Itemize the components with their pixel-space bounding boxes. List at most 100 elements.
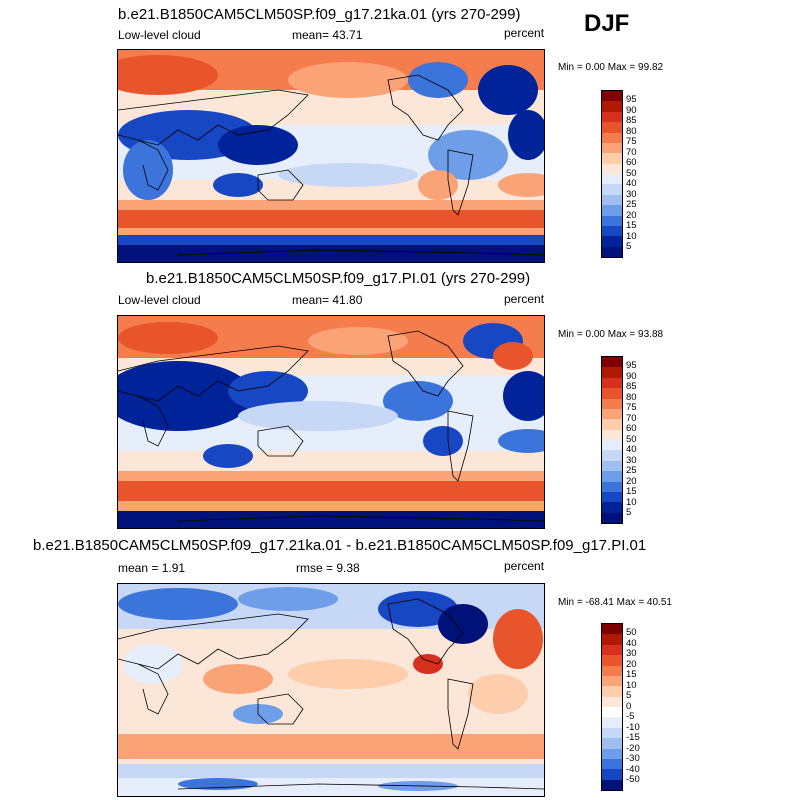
- panel3-tick: 15: [626, 669, 637, 680]
- colorbar-swatch: [602, 377, 622, 389]
- panel1-tick: 85: [626, 115, 637, 126]
- panel3-map-field: [118, 584, 544, 796]
- panel3-left-label: mean = 1.91: [118, 561, 186, 575]
- panel1-tick: 60: [626, 157, 637, 168]
- colorbar-swatch: [602, 644, 622, 656]
- panel1-tick: 80: [626, 125, 637, 137]
- colorbar-swatch: [602, 665, 622, 676]
- panel2-tick: 70: [626, 412, 637, 424]
- panel3-tick: 40: [626, 637, 637, 649]
- colorbar-swatch: [602, 686, 622, 697]
- colorbar-swatch: [602, 502, 622, 513]
- colorbar-swatch: [602, 624, 622, 635]
- colorbar-swatch: [602, 748, 622, 759]
- panel2-left-label: Low-level cloud: [118, 293, 201, 307]
- panel3-tick: -20: [626, 742, 640, 754]
- colorbar-swatch: [602, 122, 622, 133]
- colorbar-swatch: [602, 153, 622, 164]
- panel1-tick: 50: [626, 167, 637, 179]
- panel1-map-field: [118, 50, 544, 262]
- colorbar-swatch: [602, 512, 622, 523]
- colorbar-swatch: [602, 707, 622, 718]
- season-label: DJF: [584, 10, 630, 37]
- panel2-tick: 10: [626, 496, 637, 508]
- panel2-minmax: Min = 0.00 Max = 93.88: [558, 329, 664, 340]
- panel1-tick: 20: [626, 209, 637, 221]
- panel1-title: b.e21.B1850CAM5CLM50SP.f09_g17.21ka.01 (…: [118, 6, 521, 23]
- panel3-tick: -40: [626, 763, 640, 775]
- colorbar-swatch: [602, 655, 622, 666]
- colorbar-swatch: [602, 184, 622, 195]
- colorbar-swatch: [602, 142, 622, 154]
- panel3-tick: 50: [626, 627, 637, 638]
- panel2-tick: 85: [626, 381, 637, 392]
- panel1-units-label: percent: [504, 26, 545, 40]
- panel2-tick: 90: [626, 370, 637, 382]
- colorbar-swatch: [602, 174, 622, 185]
- colorbar-swatch: [602, 481, 622, 492]
- panel2-tick: 75: [626, 402, 637, 413]
- panel1-tick: 25: [626, 199, 637, 210]
- colorbar-swatch: [602, 450, 622, 461]
- panel2-colorbar: [601, 356, 623, 524]
- colorbar-swatch: [602, 236, 622, 247]
- panel1-minmax: Min = 0.00 Max = 99.82: [558, 62, 664, 73]
- panel2-tick: 80: [626, 391, 637, 403]
- colorbar-swatch: [602, 101, 622, 112]
- panel2-tick: 40: [626, 444, 637, 455]
- panel2-tick: 5: [626, 507, 632, 518]
- colorbar-swatch: [602, 246, 622, 257]
- colorbar-swatch: [602, 132, 622, 143]
- panel2-tick: 30: [626, 454, 637, 466]
- panel3-tick: 20: [626, 658, 637, 670]
- panel3-tick: 5: [626, 690, 632, 701]
- colorbar-swatch: [602, 91, 622, 102]
- colorbar-swatch: [602, 408, 622, 420]
- colorbar-swatch: [602, 769, 622, 780]
- panel2-colorbar-swatches: [602, 357, 622, 523]
- colorbar-swatch: [602, 419, 622, 430]
- panel2-tick: 50: [626, 433, 637, 445]
- panel2-tick: 60: [626, 423, 637, 434]
- colorbar-swatch: [602, 205, 622, 216]
- panel3-tick: 10: [626, 679, 637, 691]
- colorbar-swatch: [602, 111, 622, 123]
- panel3-minmax: Min = -68.41 Max = 40.51: [558, 597, 672, 608]
- colorbar-swatch: [602, 717, 622, 728]
- panel1-map: [117, 49, 545, 263]
- panel3-tick: -10: [626, 721, 640, 733]
- colorbar-swatch: [602, 758, 622, 770]
- colorbar-swatch: [602, 194, 622, 206]
- panel2-title: b.e21.B1850CAM5CLM50SP.f09_g17.PI.01 (yr…: [146, 270, 531, 287]
- colorbar-swatch: [602, 398, 622, 409]
- panel3-tick: -30: [626, 753, 640, 764]
- panel3-tick: -50: [626, 774, 640, 785]
- colorbar-swatch: [602, 440, 622, 451]
- panel2-center-label: mean= 41.80: [292, 293, 363, 307]
- panel1-tick: 10: [626, 230, 637, 242]
- colorbar-swatch: [602, 225, 622, 237]
- panel1-center-label: mean= 43.71: [292, 28, 363, 42]
- panel2-map-field: [118, 316, 544, 528]
- panel3-tick: -5: [626, 711, 635, 722]
- panel1-tick: 15: [626, 220, 637, 231]
- panel3-map: [117, 583, 545, 797]
- panel3-tick: 30: [626, 648, 637, 659]
- panel1-tick: 30: [626, 188, 637, 200]
- colorbar-swatch: [602, 429, 622, 440]
- panel3-center-label: rmse = 9.38: [296, 561, 360, 575]
- panel2-tick: 20: [626, 475, 637, 487]
- panel2-tick: 25: [626, 465, 637, 476]
- colorbar-swatch: [602, 696, 622, 707]
- panel2-map: [117, 315, 545, 529]
- panel3-title: b.e21.B1850CAM5CLM50SP.f09_g17.21ka.01 -…: [33, 537, 647, 554]
- panel1-tick: 90: [626, 104, 637, 116]
- colorbar-swatch: [602, 675, 622, 687]
- panel1-colorbar: [601, 90, 623, 258]
- panel1-tick: 95: [626, 94, 637, 105]
- panel1-colorbar-swatches: [602, 91, 622, 257]
- panel1-tick: 70: [626, 146, 637, 158]
- panel1-tick: 75: [626, 136, 637, 147]
- colorbar-swatch: [602, 388, 622, 399]
- colorbar-swatch: [602, 215, 622, 226]
